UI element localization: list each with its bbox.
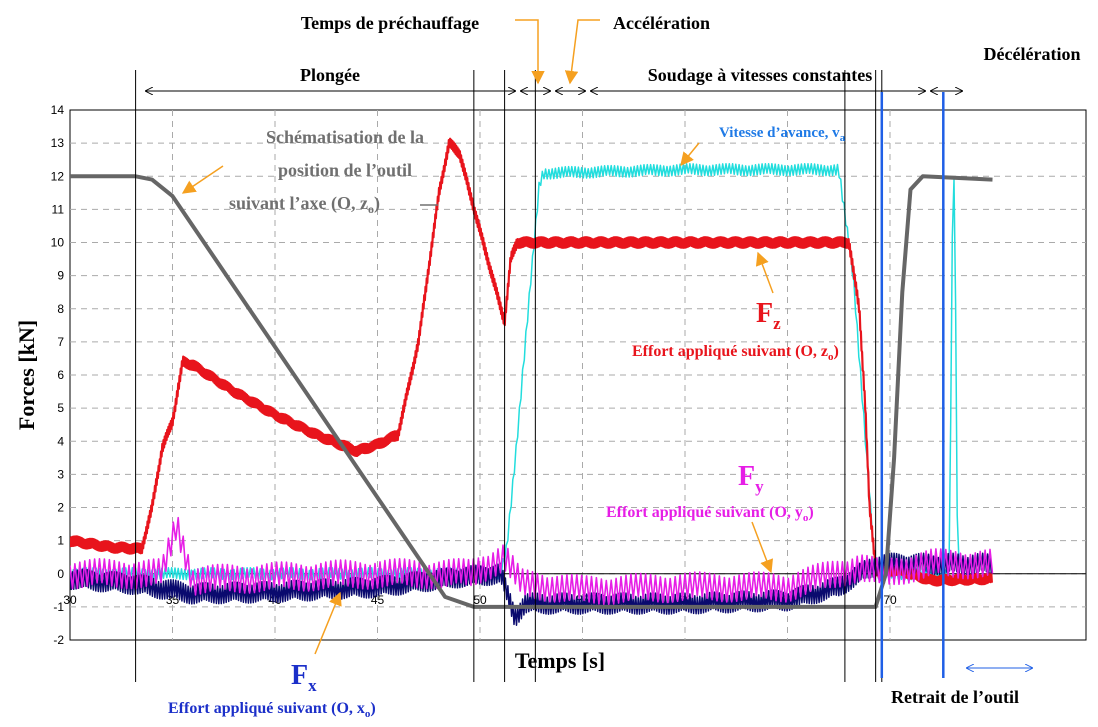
x-tick-label: 45 (371, 593, 385, 607)
fy-description: Effort appliqué suivant (O, yo) (606, 504, 814, 524)
phase-label-plunge: Plongée (300, 65, 360, 85)
series-fz-line (70, 137, 993, 587)
x-tick-label: 50 (473, 593, 487, 607)
y-tick-label: 1 (57, 534, 64, 548)
y-tick-label: 14 (51, 103, 65, 117)
y-tick-label: 12 (51, 169, 65, 183)
x-tick-label: 30 (63, 593, 77, 607)
y-tick-label: 3 (57, 467, 64, 481)
fx-callout-arrow (314, 591, 342, 655)
retract-label: Retrait de l’outil (891, 687, 1019, 707)
preheat-callout-arrow (515, 19, 545, 85)
series-layer (70, 137, 994, 626)
fx-label: Fx (291, 660, 317, 695)
va-label: Vitesse d’avance, va (719, 125, 846, 144)
fz-callout-arrow (755, 251, 774, 294)
series-tool-position-line (70, 174, 993, 609)
fy-label: Fy (738, 461, 764, 496)
phase-label-accel: Accélération (613, 13, 710, 33)
fy-annotation: Fy Effort appliqué suivant (O, yo) (606, 461, 814, 574)
va-annotation: Vitesse d’avance, va (680, 125, 846, 167)
vertical-gridlines (172, 110, 891, 640)
y-tick-label: 2 (57, 501, 64, 515)
tool-annotation-line1: Schématisation de la (266, 127, 424, 147)
x-axis-title: Temps [s] (515, 648, 605, 673)
y-tick-label: 11 (52, 202, 65, 216)
accel-callout-arrow (564, 19, 600, 85)
y-tick-label: -2 (53, 633, 64, 647)
x-tick-label: 70 (883, 593, 897, 607)
series-fx-line (70, 552, 993, 626)
y-tick-label: 4 (57, 434, 64, 448)
tool-annotation-line3: suivant l’axe (O, zo) (229, 193, 380, 216)
y-tick-label: 10 (51, 236, 65, 250)
y-tick-label: 9 (57, 269, 64, 283)
phase-boundary-lines (135, 70, 945, 682)
y-tick-label: 5 (57, 401, 64, 415)
fz-annotation: Fz Effort appliqué suivant (O, zo) (632, 251, 839, 363)
fz-description: Effort appliqué suivant (O, zo) (632, 343, 839, 363)
phase-label-preheat: Temps de préchauffage (301, 13, 479, 33)
fz-label: Fz (756, 298, 781, 333)
y-tick-label: -1 (53, 600, 64, 614)
va-callout-arrow (680, 142, 700, 167)
fy-callout-arrow (751, 521, 773, 574)
y-tick-label: 7 (57, 335, 64, 349)
y-tick-label: 6 (57, 368, 64, 382)
tool-position-annotation: Schématisation de la position de l’outil… (181, 127, 438, 216)
y-tick-label: 8 (57, 302, 64, 316)
fx-description: Effort appliqué suivant (O, xo) (168, 700, 376, 720)
fx-annotation: Fx Effort appliqué suivant (O, xo) (168, 591, 376, 720)
y-axis-title: Forces [kN] (14, 320, 39, 430)
phase-label-decel: Décélération (984, 44, 1081, 64)
tool-callout-arrow (181, 165, 224, 194)
phase-label-weld: Soudage à vitesses constantes (648, 65, 873, 85)
series-fy-line (70, 516, 994, 606)
y-tick-label: 0 (57, 567, 64, 581)
tool-annotation-line2: position de l’outil (278, 160, 412, 180)
y-tick-label: 13 (51, 136, 65, 150)
